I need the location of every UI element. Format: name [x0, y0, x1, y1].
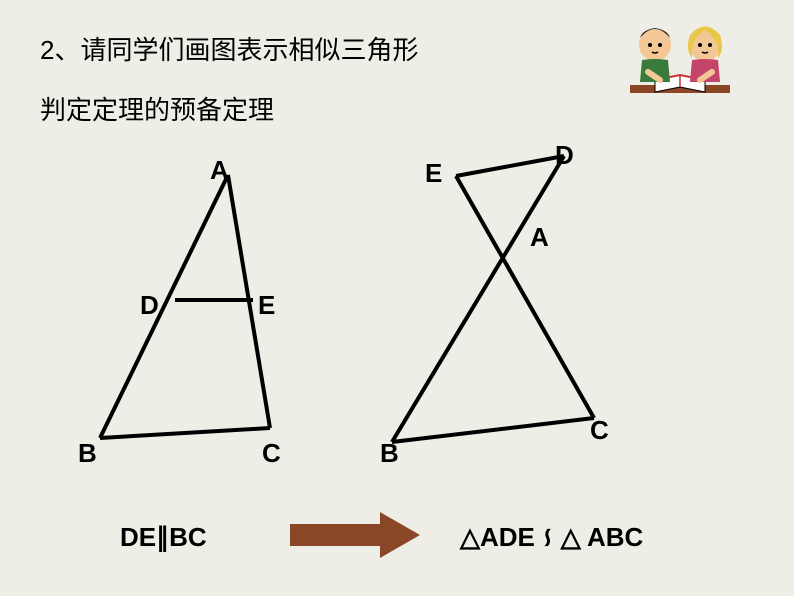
similar-symbol: ∽: [532, 527, 563, 549]
triangle-abc: △ ABC: [561, 522, 644, 552]
parallel-statement: DE∥BC: [120, 522, 207, 553]
de-text: DE: [120, 522, 156, 552]
bc-text: BC: [169, 522, 207, 552]
parallel-symbol: ∥: [156, 522, 169, 552]
similar-statement: △ADE∽△ ABC: [460, 522, 643, 553]
triangle-ade: △ADE: [460, 522, 535, 552]
implies-arrow: [0, 0, 794, 596]
